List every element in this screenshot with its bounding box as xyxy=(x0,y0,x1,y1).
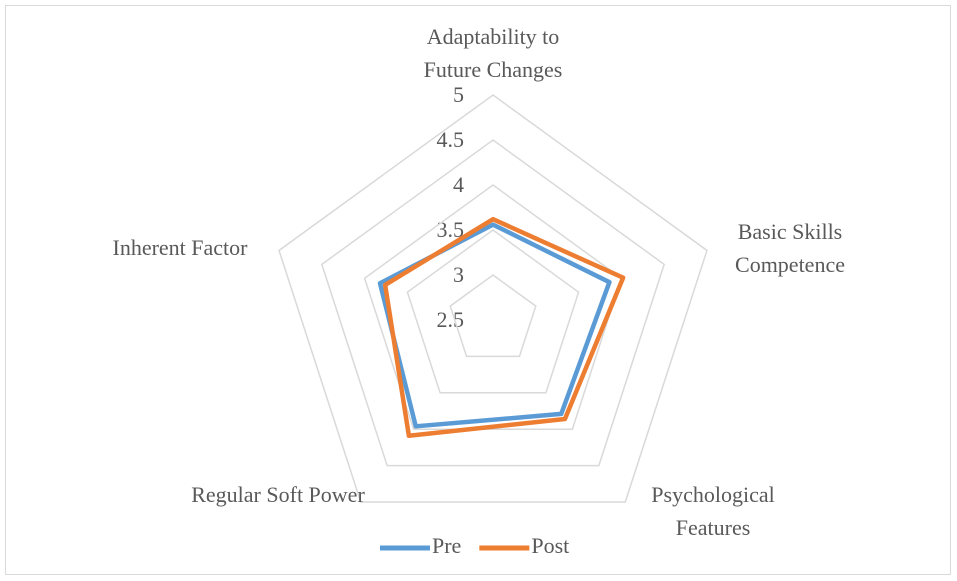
r-tick-label: 4 xyxy=(453,172,464,197)
series-line xyxy=(377,222,612,429)
category-label: Psychological Features xyxy=(651,482,775,540)
grid-ring xyxy=(363,184,623,430)
chart-frame xyxy=(5,5,951,575)
r-tick-label: 5 xyxy=(453,82,464,107)
grid-ring xyxy=(320,139,666,467)
category-label: Basic Skills Competence xyxy=(735,219,845,277)
category-label: Adaptability to Future Changes xyxy=(423,24,563,82)
grid-ring xyxy=(449,274,537,358)
legend-label: Pre xyxy=(432,533,461,558)
r-tick-label: 4.5 xyxy=(437,127,465,152)
legend-label: Post xyxy=(531,533,569,558)
grid-ring xyxy=(278,94,708,503)
r-tick-label: 3 xyxy=(453,262,464,287)
series-line xyxy=(382,216,626,439)
category-label: Inherent Factor xyxy=(112,235,248,260)
r-tick-label: 2.5 xyxy=(437,307,465,332)
category-label: Regular Soft Power xyxy=(191,482,365,507)
grid-ring xyxy=(406,229,580,394)
